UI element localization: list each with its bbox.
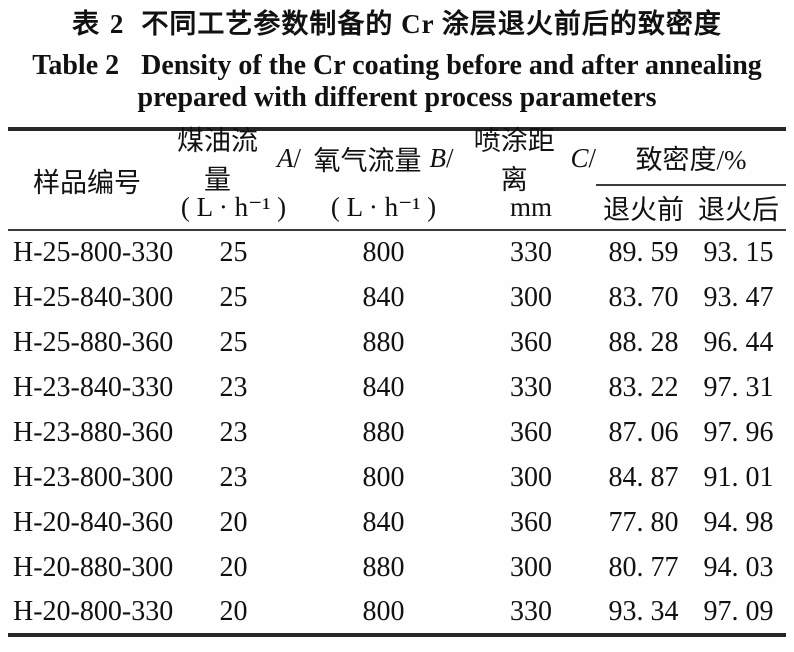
- col-header-distance-unit: mm: [509, 191, 552, 222]
- cell-oxygen: 840: [362, 506, 405, 538]
- cell-oxygen: 840: [362, 281, 405, 313]
- col-header-before-annealing: 退火前: [596, 184, 691, 232]
- col-header-oxygen: 氧气流量 B / ( L · h⁻¹ ): [301, 129, 466, 231]
- table-row: H-25-880-360 25 880 360 88. 28 96. 44: [8, 320, 786, 365]
- cell-density-after: 94. 98: [703, 506, 774, 538]
- cell-distance: 330: [510, 595, 552, 627]
- col-header-oxygen-unit: ( L · h⁻¹ ): [330, 191, 437, 222]
- cell-density-before: 80. 77: [608, 551, 679, 583]
- cell-density-before: 83. 22: [608, 371, 679, 403]
- cell-distance: 300: [510, 551, 552, 583]
- table-caption-en-title: Density of the Cr coating before and aft…: [141, 50, 762, 81]
- cell-sample-id: H-25-880-360: [13, 326, 174, 358]
- cell-kerosene: 20: [219, 506, 248, 538]
- col-header-density: 致密度/%: [596, 129, 786, 186]
- table-row: H-25-840-300 25 840 300 83. 70 93. 47: [8, 275, 786, 320]
- table-row: H-20-880-300 20 880 300 80. 77 94. 03: [8, 545, 786, 590]
- table-row: H-23-800-300 23 800 300 84. 87 91. 01: [8, 455, 786, 500]
- cell-sample-id: H-20-800-330: [13, 595, 174, 627]
- cell-kerosene: 20: [219, 595, 248, 627]
- table-row: H-25-800-330 25 800 330 89. 59 93. 15: [8, 230, 786, 275]
- cell-sample-id: H-20-840-360: [13, 506, 174, 538]
- table-body: H-25-800-330 25 800 330 89. 59 93. 15 H-…: [8, 230, 786, 635]
- col-header-after-annealing: 退火后: [691, 184, 786, 232]
- cell-density-after: 93. 47: [703, 281, 774, 313]
- cell-density-before: 84. 87: [608, 461, 679, 493]
- cell-distance: 360: [510, 416, 552, 448]
- cell-oxygen: 800: [362, 237, 405, 268]
- oxygen-symbol: B: [429, 142, 446, 173]
- cell-oxygen: 880: [362, 326, 405, 358]
- cell-kerosene: 20: [219, 551, 248, 583]
- cell-sample-id: H-23-800-300: [13, 461, 174, 493]
- cell-oxygen: 840: [362, 371, 405, 403]
- table-caption-zh: 表 2 不同工艺参数制备的 Cr 涂层退火前后的致密度: [0, 7, 794, 41]
- table-header: 样品编号 煤油流量 A / ( L · h⁻¹ ) 氧气流量 B / ( L · h⁻¹…: [8, 126, 786, 232]
- cell-distance: 300: [510, 461, 552, 493]
- cell-density-after: 93. 15: [703, 237, 774, 268]
- header-row-main: 样品编号 煤油流量 A / ( L · h⁻¹ ) 氧气流量 B / ( L · h⁻¹…: [8, 126, 786, 231]
- table-caption-en-line1: Table 2 Density of the Cr coating before …: [0, 50, 794, 82]
- table-row: H-23-880-360 23 880 360 87. 06 97. 96: [8, 410, 786, 455]
- cell-oxygen: 880: [362, 551, 405, 583]
- cell-distance: 300: [510, 281, 552, 313]
- col-header-oxygen-name: 氧气流量 B /: [313, 142, 454, 176]
- table-row: H-23-840-330 23 840 330 83. 22 97. 31: [8, 365, 786, 410]
- cell-density-after: 94. 03: [703, 551, 774, 583]
- cell-distance: 330: [510, 371, 552, 403]
- cell-sample-id: H-20-880-300: [13, 551, 174, 583]
- cell-kerosene: 23: [219, 371, 248, 403]
- header-row-sub: 退火前 退火后: [8, 184, 786, 232]
- kerosene-symbol: A: [276, 142, 294, 173]
- table-caption-en-label: Table 2: [32, 50, 120, 81]
- cell-distance: 360: [510, 326, 552, 358]
- cell-density-before: 88. 28: [608, 326, 679, 358]
- cell-distance: 330: [510, 237, 552, 268]
- cell-density-before: 87. 06: [608, 416, 679, 448]
- cell-density-before: 89. 59: [608, 237, 679, 268]
- cell-kerosene: 25: [219, 281, 248, 313]
- cell-kerosene: 25: [219, 237, 248, 268]
- cell-oxygen: 880: [362, 416, 405, 448]
- table-row: H-20-840-360 20 840 360 77. 80 94. 98: [8, 500, 786, 545]
- col-header-sample: 样品编号: [8, 129, 166, 231]
- table-caption-en-line2: prepared with different process paramete…: [137, 82, 657, 113]
- density-table: 样品编号 煤油流量 A / ( L · h⁻¹ ) 氧气流量 B / ( L · h⁻¹…: [8, 126, 786, 637]
- cell-sample-id: H-25-840-300: [13, 281, 174, 313]
- cell-kerosene: 25: [219, 326, 248, 358]
- cell-density-after: 96. 44: [703, 326, 774, 358]
- cell-density-after: 97. 09: [703, 595, 774, 627]
- cell-distance: 360: [510, 506, 552, 538]
- table-caption-zh-label: 表 2: [72, 9, 126, 39]
- cell-density-before: 77. 80: [608, 506, 679, 538]
- cell-density-after: 91. 01: [703, 461, 774, 493]
- col-header-distance-name: 喷涂距离 C /: [473, 126, 596, 195]
- cell-oxygen: 800: [362, 595, 405, 627]
- col-header-kerosene: 煤油流量 A / ( L · h⁻¹ ): [166, 126, 301, 231]
- table-caption-zh-title: 不同工艺参数制备的 Cr 涂层退火前后的致密度: [141, 9, 722, 39]
- cell-oxygen: 800: [362, 461, 405, 493]
- cell-density-after: 97. 31: [703, 371, 774, 403]
- col-header-kerosene-unit: ( L · h⁻¹ ): [180, 191, 287, 222]
- cell-kerosene: 23: [219, 416, 248, 448]
- cell-sample-id: H-23-880-360: [13, 416, 174, 448]
- cell-density-after: 97. 96: [703, 416, 774, 448]
- cell-sample-id: H-23-840-330: [13, 371, 174, 403]
- table-row: H-20-800-330 20 800 330 93. 34 97. 09: [8, 590, 786, 635]
- cell-kerosene: 23: [219, 461, 248, 493]
- cell-density-before: 93. 34: [608, 595, 679, 627]
- col-header-distance: 喷涂距离 C / mm: [466, 126, 596, 231]
- cell-density-before: 83. 70: [608, 281, 679, 313]
- col-header-kerosene-name: 煤油流量 A /: [176, 126, 301, 195]
- cell-sample-id: H-25-800-330: [13, 237, 174, 268]
- distance-symbol: C: [570, 142, 589, 173]
